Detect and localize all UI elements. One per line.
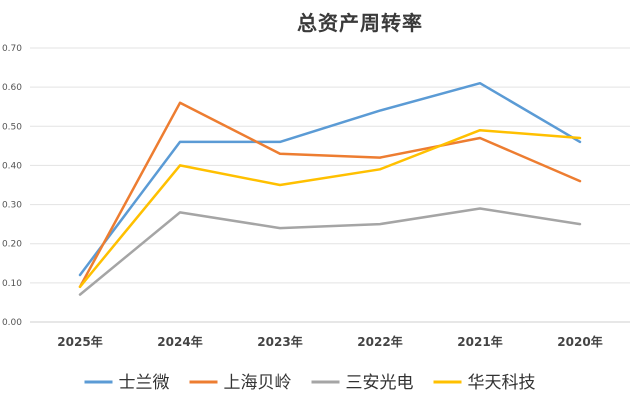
- legend-label: 华天科技: [468, 373, 536, 393]
- x-tick-label: 2023年: [257, 334, 302, 349]
- series-line: [78, 81, 582, 277]
- y-tick-label: 0.70: [2, 44, 22, 54]
- series-lines: [78, 81, 582, 296]
- series-line: [78, 128, 582, 289]
- x-axis-ticks: 2025年 2024年 2023年 2022年 2021年 2020年: [57, 334, 602, 349]
- legend: 士兰微 上海贝岭 三安光电 华天科技: [84, 373, 536, 393]
- x-tick-label: 2024年: [157, 334, 202, 349]
- legend-label: 三安光电: [346, 373, 414, 393]
- y-tick-label: 0.50: [2, 122, 22, 132]
- y-tick-label: 0.30: [2, 201, 22, 211]
- y-tick-label: 0.00: [2, 318, 22, 328]
- series-line: [78, 207, 582, 296]
- gridlines: [30, 47, 630, 323]
- legend-label: 士兰微: [119, 373, 170, 393]
- series-line: [78, 101, 582, 289]
- y-tick-label: 0.60: [2, 83, 22, 93]
- x-tick-label: 2022年: [357, 334, 402, 349]
- x-tick-label: 2020年: [557, 334, 602, 349]
- y-axis-ticks: 0.00 0.10 0.20 0.30 0.40 0.50 0.60 0.70: [2, 44, 22, 328]
- y-tick-label: 0.40: [2, 161, 22, 171]
- x-tick-label: 2021年: [457, 334, 502, 349]
- legend-label: 上海贝岭: [224, 373, 292, 393]
- x-tick-label: 2025年: [57, 334, 102, 349]
- y-tick-label: 0.20: [2, 240, 22, 250]
- chart-title: 总资产周转率: [297, 11, 423, 35]
- y-tick-label: 0.10: [2, 279, 22, 289]
